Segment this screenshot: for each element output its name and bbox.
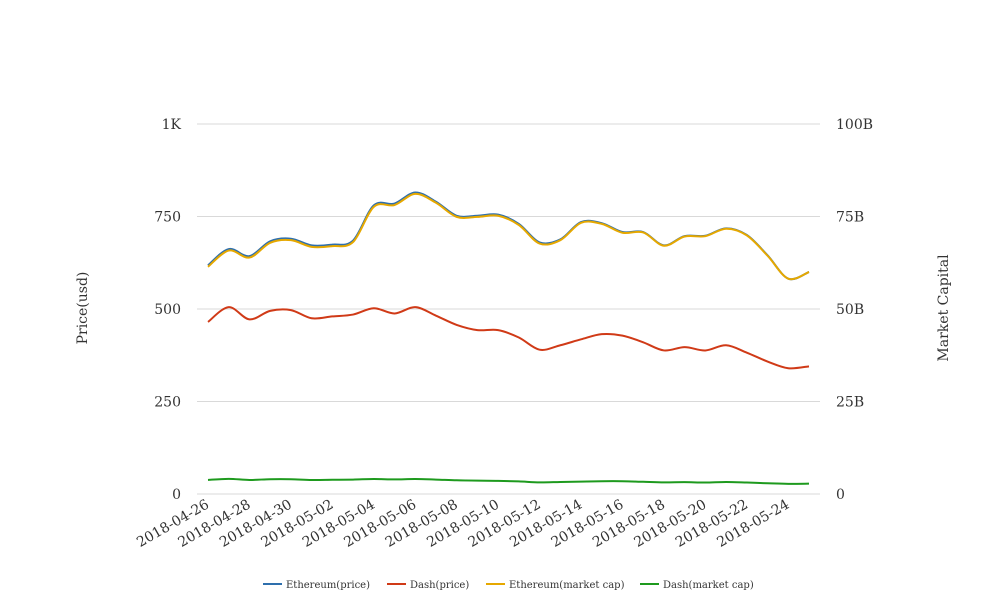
series-line bbox=[207, 306, 810, 370]
legend-label: Dash(market cap) bbox=[663, 580, 754, 591]
right-tick-label: 100B bbox=[836, 117, 873, 133]
left-tick-label: 500 bbox=[154, 302, 181, 318]
right-tick-label: 50B bbox=[836, 302, 864, 318]
left-tick-label: 1K bbox=[162, 117, 182, 133]
right-tick-label: 0 bbox=[836, 487, 845, 503]
series-line bbox=[207, 192, 810, 281]
right-tick-label: 25B bbox=[836, 395, 864, 411]
left-tick-label: 250 bbox=[154, 395, 181, 411]
right-tick-label: 75B bbox=[836, 210, 864, 226]
series-line bbox=[207, 191, 810, 281]
right-axis-title: Market Capital bbox=[936, 254, 952, 362]
series-lines bbox=[207, 191, 810, 485]
series-line bbox=[207, 477, 810, 485]
left-axis-ticks: 0 250 500 750 1K bbox=[154, 117, 181, 503]
left-tick-label: 750 bbox=[154, 210, 181, 226]
left-tick-label: 0 bbox=[172, 487, 181, 503]
right-axis-ticks: 0 25B 50B 75B 100B bbox=[836, 117, 873, 503]
x-axis-ticks: 2018-04-262018-04-282018-04-302018-05-02… bbox=[134, 497, 792, 551]
left-axis-title: Price(usd) bbox=[75, 272, 91, 345]
legend-label: Ethereum(price) bbox=[286, 580, 370, 591]
legend-label: Ethereum(market cap) bbox=[509, 580, 625, 591]
legend: Ethereum(price) Dash(price) Ethereum(marke… bbox=[263, 580, 754, 591]
grid-lines bbox=[197, 123, 820, 495]
legend-label: Dash(price) bbox=[410, 580, 469, 591]
